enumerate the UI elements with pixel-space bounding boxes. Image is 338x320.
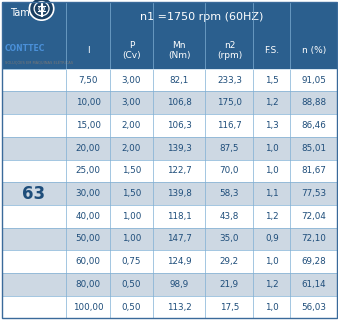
Text: 25,00: 25,00 [76,166,101,175]
Text: n (%): n (%) [302,46,326,55]
Text: 1,0: 1,0 [265,166,279,175]
Text: 63: 63 [22,185,45,203]
Text: 1,5: 1,5 [265,76,279,85]
Text: 61,14: 61,14 [301,280,326,289]
Text: 139,3: 139,3 [167,144,192,153]
Text: 2,00: 2,00 [122,121,141,130]
Text: 122,7: 122,7 [167,166,191,175]
Text: 100,00: 100,00 [73,302,103,312]
Text: 2,00: 2,00 [122,144,141,153]
Text: 233,3: 233,3 [217,76,242,85]
Text: 113,2: 113,2 [167,302,191,312]
Text: CONTTEC: CONTTEC [5,44,45,53]
Bar [66,2,337,32]
Bar [2,296,337,318]
Text: 72,04: 72,04 [301,212,326,221]
Text: 88,88: 88,88 [301,98,327,107]
Text: 1,50: 1,50 [122,166,141,175]
Text: 21,9: 21,9 [220,280,239,289]
Text: 0,50: 0,50 [122,280,141,289]
Text: 7,50: 7,50 [78,76,98,85]
Text: 1,2: 1,2 [265,280,279,289]
Bar [2,92,337,114]
Bar [2,2,66,69]
Text: 69,28: 69,28 [301,257,326,266]
Text: 118,1: 118,1 [167,212,191,221]
Text: 1,0: 1,0 [265,144,279,153]
Text: 1,2: 1,2 [265,98,279,107]
Bar [2,114,337,137]
Text: 15,00: 15,00 [76,121,101,130]
Text: 116,7: 116,7 [217,121,242,130]
Text: 106,8: 106,8 [167,98,192,107]
Text: 40,00: 40,00 [76,212,101,221]
Bar [2,160,337,182]
Text: 70,0: 70,0 [220,166,239,175]
Text: 56,03: 56,03 [301,302,326,312]
Bar [2,2,66,318]
Text: 3,00: 3,00 [122,76,141,85]
Text: F.S.: F.S. [264,46,280,55]
Text: 1,50: 1,50 [122,189,141,198]
Text: 72,10: 72,10 [301,235,326,244]
Text: 77,53: 77,53 [301,189,327,198]
Text: 98,9: 98,9 [169,280,189,289]
Text: Mn
(Nm): Mn (Nm) [168,41,190,60]
Text: 0,50: 0,50 [122,302,141,312]
Text: 81,67: 81,67 [301,166,326,175]
Circle shape [29,0,54,20]
Text: 0,75: 0,75 [122,257,141,266]
Text: 1,3: 1,3 [265,121,279,130]
Text: I: I [87,46,90,55]
Text: 124,9: 124,9 [167,257,191,266]
Text: SOLUÇÕES EM MÁQUINAS ELÉTRICAS: SOLUÇÕES EM MÁQUINAS ELÉTRICAS [5,60,73,65]
Text: 29,2: 29,2 [220,257,239,266]
Text: 35,0: 35,0 [220,235,239,244]
Bar [2,69,337,92]
Text: 1,0: 1,0 [265,257,279,266]
Text: n1 =1750 rpm (60HZ): n1 =1750 rpm (60HZ) [140,12,263,22]
Bar [2,228,337,250]
Bar [2,273,337,296]
Bar [2,250,337,273]
Bar [2,137,337,160]
Text: 30,00: 30,00 [75,189,101,198]
Text: 87,5: 87,5 [220,144,239,153]
Text: 106,3: 106,3 [167,121,192,130]
Text: 91,05: 91,05 [301,76,326,85]
Text: 58,3: 58,3 [220,189,239,198]
Bar [66,32,337,69]
Text: 3,00: 3,00 [122,98,141,107]
Text: 43,8: 43,8 [220,212,239,221]
Text: 1,0: 1,0 [265,302,279,312]
Text: 86,46: 86,46 [301,121,326,130]
Text: 20,00: 20,00 [76,144,101,153]
Text: 147,7: 147,7 [167,235,192,244]
Text: 139,8: 139,8 [167,189,192,198]
Text: 1,00: 1,00 [122,235,141,244]
Text: 82,1: 82,1 [169,76,189,85]
Bar [2,182,337,205]
Text: Tamar: Tamar [10,8,40,18]
Text: 17,5: 17,5 [220,302,239,312]
Text: 1,1: 1,1 [265,189,279,198]
Text: P
(Cv): P (Cv) [122,41,141,60]
Circle shape [39,6,44,11]
Text: 60,00: 60,00 [76,257,101,266]
Text: 85,01: 85,01 [301,144,326,153]
Text: 1,2: 1,2 [265,212,279,221]
Text: 50,00: 50,00 [75,235,101,244]
Bar [2,205,337,228]
Text: 80,00: 80,00 [75,280,101,289]
Text: 10,00: 10,00 [76,98,101,107]
Text: 1,00: 1,00 [122,212,141,221]
Text: 175,0: 175,0 [217,98,242,107]
Text: n2
(rpm): n2 (rpm) [217,41,242,60]
Text: 0,9: 0,9 [265,235,279,244]
